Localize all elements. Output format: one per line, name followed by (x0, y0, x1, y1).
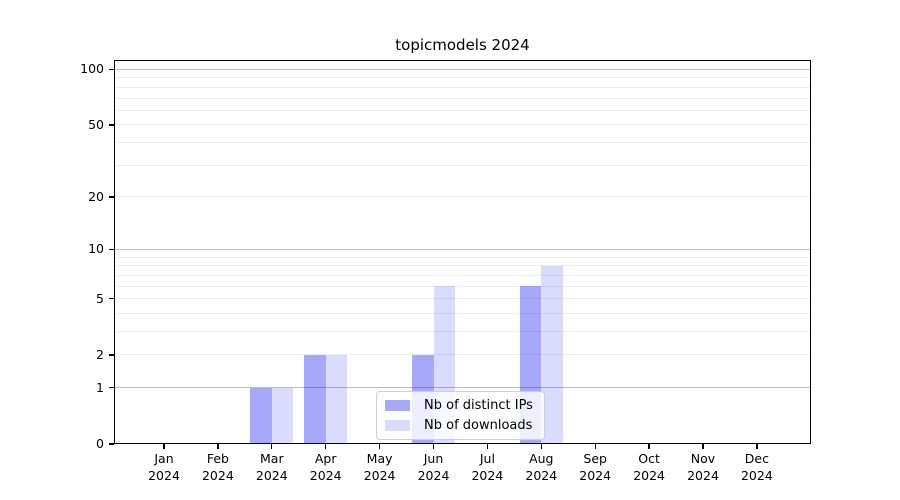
y-tick (109, 387, 114, 389)
y-tick-label: 50 (88, 116, 104, 132)
y-tick-label: 1 (96, 379, 104, 395)
x-tick-label: Oct 2024 (614, 450, 684, 484)
x-tick-label: Apr 2024 (291, 450, 361, 484)
x-tick (378, 444, 381, 449)
x-tick-month: Nov (690, 451, 716, 466)
gridline-minor (114, 331, 811, 332)
x-tick (756, 444, 758, 449)
y-tick (109, 124, 114, 126)
x-tick-year: 2024 (579, 468, 612, 483)
x-tick-month: Jun (423, 451, 444, 466)
y-tick (109, 68, 114, 71)
x-tick-year: 2024 (417, 468, 450, 483)
legend-item-distinct-ips: Nb of distinct IPs (385, 397, 533, 414)
x-tick-label: Dec 2024 (722, 450, 792, 484)
x-tick (702, 444, 704, 449)
gridline-minor (114, 109, 811, 111)
chart-title: topicmodels 2024 (395, 36, 530, 54)
gridline-minor (114, 312, 811, 314)
bar-downloads (541, 265, 563, 444)
x-tick-label: Aug 2024 (506, 450, 576, 484)
x-tick (648, 444, 650, 449)
x-tick-month: Dec (744, 451, 769, 466)
x-tick (594, 444, 596, 449)
gridline-minor (114, 97, 811, 99)
x-tick-label: Jun 2024 (399, 450, 469, 484)
x-tick-label: Sep 2024 (560, 450, 630, 484)
gridline-minor (114, 164, 811, 166)
bar-distinct-ips (304, 354, 326, 444)
y-tick-label: 0 (96, 436, 104, 451)
gridline-minor (114, 124, 811, 126)
x-tick-month: Jan (154, 451, 174, 466)
y-tick (109, 443, 114, 445)
x-tick-label: Jan 2024 (129, 450, 199, 484)
gridline-major (114, 387, 811, 389)
plot-area: Nb of distinct IPs Nb of downloads (114, 60, 811, 444)
x-tick-month: Oct (638, 451, 660, 466)
x-tick-month: Sep (583, 451, 607, 466)
x-tick-label: Jul 2024 (452, 450, 522, 484)
y-tick (109, 196, 114, 198)
x-tick (271, 444, 273, 449)
gridline-minor (114, 274, 811, 276)
x-tick-year: 2024 (633, 468, 665, 483)
legend-swatch-distinct-ips-icon (385, 400, 410, 411)
legend: Nb of distinct IPs Nb of downloads (376, 391, 545, 440)
x-tick-label: Feb 2024 (183, 450, 253, 484)
gridline-minor (114, 256, 811, 258)
bar-downloads (271, 387, 294, 444)
x-tick-label: Nov 2024 (668, 450, 738, 484)
bar-downloads (325, 354, 348, 444)
x-tick-year: 2024 (363, 468, 396, 483)
x-tick-month: Apr (314, 451, 337, 466)
x-tick-year: 2024 (309, 468, 342, 483)
bar-distinct-ips (250, 387, 272, 444)
gridline-minor (114, 196, 811, 198)
x-tick (486, 444, 489, 449)
x-tick-year: 2024 (148, 468, 180, 483)
x-tick (432, 444, 435, 449)
x-tick-month: Jul (479, 451, 495, 466)
x-tick-month: Aug (529, 451, 554, 466)
gridline-minor (114, 354, 811, 356)
gridline-minor (114, 285, 811, 287)
x-tick-label: May 2024 (345, 450, 415, 484)
x-tick-year: 2024 (740, 468, 773, 483)
x-tick-month: May (366, 451, 393, 466)
x-tick-year: 2024 (201, 468, 234, 483)
gridline-minor (114, 265, 811, 267)
y-tick-label: 2 (96, 346, 104, 362)
legend-label-downloads: Nb of downloads (424, 418, 533, 433)
y-tick-label: 10 (88, 241, 104, 257)
y-tick-label: 100 (80, 61, 104, 77)
gridline-major (114, 248, 811, 250)
y-tick (109, 297, 114, 300)
legend-item-downloads: Nb of downloads (385, 417, 533, 434)
gridline-minor (114, 142, 811, 144)
x-tick-month: Mar (260, 451, 284, 466)
gridline-minor (114, 86, 811, 88)
gridline-minor (114, 77, 811, 79)
x-tick-year: 2024 (525, 468, 558, 483)
legend-swatch-downloads-icon (385, 420, 410, 431)
x-tick (325, 444, 327, 449)
legend-label-distinct-ips: Nb of distinct IPs (424, 398, 533, 413)
y-tick-label: 20 (88, 188, 104, 204)
x-tick (217, 444, 219, 449)
gridline-major (114, 68, 811, 70)
y-tick (109, 354, 114, 356)
y-tick-label: 5 (96, 290, 104, 306)
gridline-minor (114, 298, 811, 300)
y-tick (109, 248, 114, 251)
x-tick-label: Mar 2024 (237, 450, 307, 484)
x-tick (540, 444, 542, 449)
x-tick-month: Feb (206, 451, 229, 466)
x-tick-year: 2024 (471, 468, 504, 483)
x-tick (163, 444, 165, 449)
x-tick-year: 2024 (255, 468, 288, 483)
x-tick-year: 2024 (687, 468, 719, 483)
